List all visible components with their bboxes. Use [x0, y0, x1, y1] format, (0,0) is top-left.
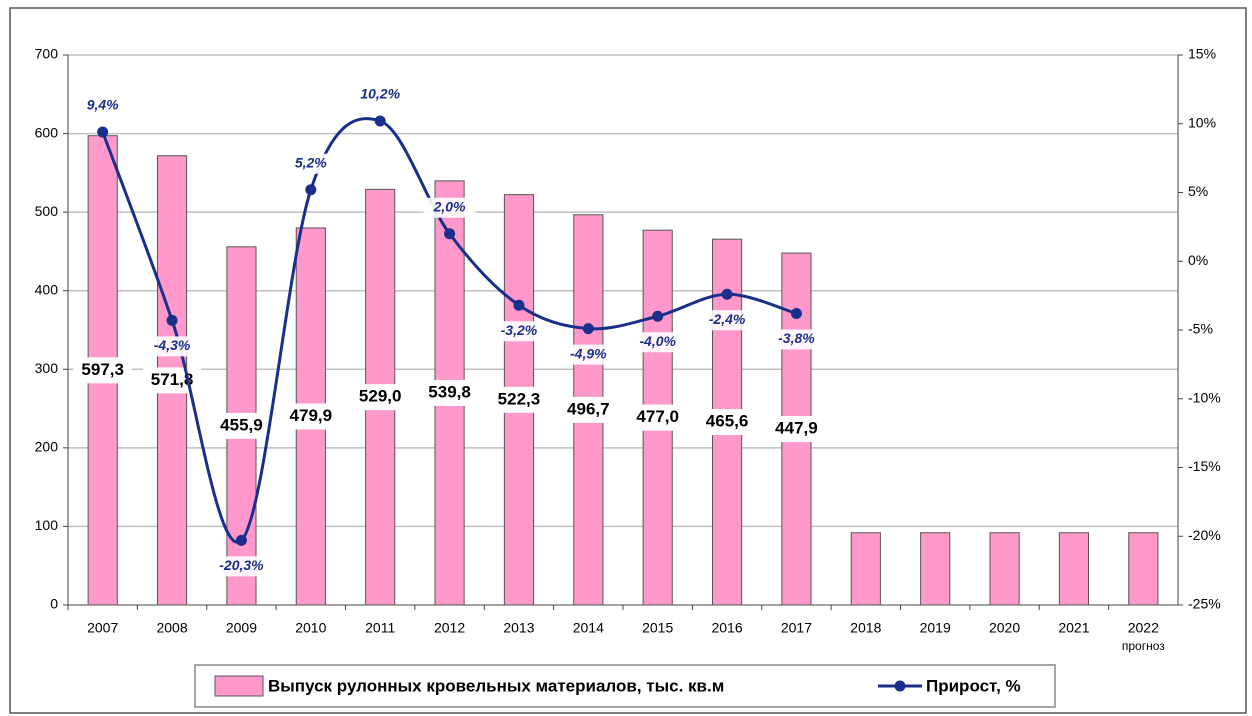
y-tick-label: 200 — [35, 439, 59, 455]
y2-tick-label: 0% — [1188, 252, 1208, 268]
data-label: -20,3% — [219, 557, 264, 573]
data-label: 477,0 — [636, 407, 679, 426]
data-label: -4,3% — [154, 337, 191, 353]
line-marker — [652, 310, 664, 322]
data-label: 597,3 — [81, 360, 124, 379]
x-tick-label: 2010 — [295, 620, 326, 636]
data-label-bg — [489, 386, 548, 413]
data-label-bg — [767, 416, 826, 443]
data-label: 522,3 — [498, 389, 541, 408]
x-tick-label: 2022 — [1128, 620, 1159, 636]
line-marker — [721, 288, 733, 300]
data-label-bg — [212, 412, 271, 439]
x-tick-label: 2007 — [87, 620, 118, 636]
bar — [850, 532, 881, 606]
bar — [989, 532, 1020, 606]
data-label: 529,0 — [359, 387, 402, 406]
line-marker — [513, 299, 525, 311]
data-label: -3,2% — [501, 322, 538, 338]
data-label-bg — [559, 396, 618, 423]
legend-swatch — [214, 675, 264, 697]
data-label: 10,2% — [360, 86, 400, 102]
data-label-bg — [351, 384, 410, 411]
data-label-bg — [215, 556, 268, 577]
y2-tick-label: -10% — [1188, 389, 1221, 405]
data-label: 539,8 — [428, 382, 471, 401]
line-marker — [582, 323, 594, 335]
data-label-bg — [76, 96, 129, 116]
line-marker — [790, 308, 802, 319]
y2-tick-label: 10% — [1188, 114, 1216, 130]
data-label-bg — [73, 357, 132, 384]
x-tick-label: 2008 — [156, 620, 187, 636]
y-tick-label: 400 — [35, 281, 59, 297]
chart-frame — [9, 7, 1247, 714]
data-label: 447,9 — [775, 419, 818, 438]
y-tick-label: 500 — [35, 203, 59, 219]
data-label-bg — [284, 153, 337, 174]
x-tick-label: 2014 — [573, 620, 604, 636]
line-marker — [305, 184, 317, 196]
x-tick-label: 2017 — [781, 620, 812, 636]
data-label: 2,0% — [433, 198, 466, 214]
data-label-bg — [146, 336, 199, 357]
legend-label: Выпуск рулонных кровельных материалов, т… — [268, 676, 724, 695]
x-tick-note: прогноз — [1122, 639, 1165, 653]
data-label: -4,0% — [639, 333, 676, 349]
data-label: 5,2% — [295, 154, 327, 170]
y-tick-label: 100 — [35, 517, 59, 533]
data-label-bg — [631, 332, 684, 353]
data-label-bg — [354, 85, 407, 105]
bar — [920, 532, 951, 606]
data-label: 496,7 — [567, 399, 610, 418]
data-label: 465,6 — [706, 412, 749, 431]
x-tick-label: 2019 — [920, 620, 951, 636]
x-tick-label: 2018 — [850, 620, 881, 636]
y2-tick-label: -5% — [1188, 321, 1213, 337]
data-label-bg — [628, 404, 687, 431]
data-label: 455,9 — [220, 415, 263, 434]
line-marker — [97, 126, 109, 138]
y-tick-label: 600 — [35, 124, 59, 140]
data-label: 571,8 — [151, 370, 194, 389]
y2-tick-label: -20% — [1188, 527, 1221, 543]
data-label: 9,4% — [87, 97, 119, 113]
data-label: -4,9% — [570, 345, 607, 361]
y2-tick-label: 15% — [1188, 46, 1216, 62]
data-label-bg — [698, 409, 757, 436]
data-label-bg — [420, 379, 479, 406]
data-label-bg — [562, 344, 615, 365]
data-label: -3,8% — [778, 330, 815, 346]
x-tick-label: 2015 — [642, 620, 673, 636]
data-label-bg — [770, 329, 823, 350]
legend-swatch — [894, 680, 906, 692]
x-tick-label: 2012 — [434, 620, 465, 636]
line-marker — [166, 314, 178, 326]
y-tick-label: 300 — [35, 360, 59, 376]
legend-label: Прирост, % — [926, 676, 1021, 695]
y2-tick-label: 5% — [1188, 183, 1208, 199]
x-tick-label: 2020 — [989, 620, 1020, 636]
y2-tick-label: -25% — [1188, 596, 1221, 612]
x-tick-label: 2013 — [503, 620, 534, 636]
bar — [1128, 532, 1159, 606]
y-tick-label: 0 — [50, 596, 58, 612]
line-marker — [374, 115, 386, 127]
x-tick-label: 2016 — [711, 620, 742, 636]
y-tick-label: 700 — [35, 46, 59, 62]
data-label-bg — [281, 403, 340, 430]
line-marker — [444, 228, 456, 240]
x-tick-label: 2009 — [226, 620, 257, 636]
x-tick-label: 2021 — [1058, 620, 1089, 636]
data-label: 479,9 — [290, 406, 333, 425]
bar — [1058, 532, 1090, 606]
data-label: -2,4% — [709, 311, 746, 327]
y2-tick-label: -15% — [1188, 458, 1221, 474]
line-marker — [235, 534, 247, 546]
data-label-bg — [701, 310, 754, 331]
x-tick-label: 2011 — [365, 620, 395, 636]
data-label-bg — [492, 321, 545, 342]
data-label-bg — [423, 197, 476, 218]
